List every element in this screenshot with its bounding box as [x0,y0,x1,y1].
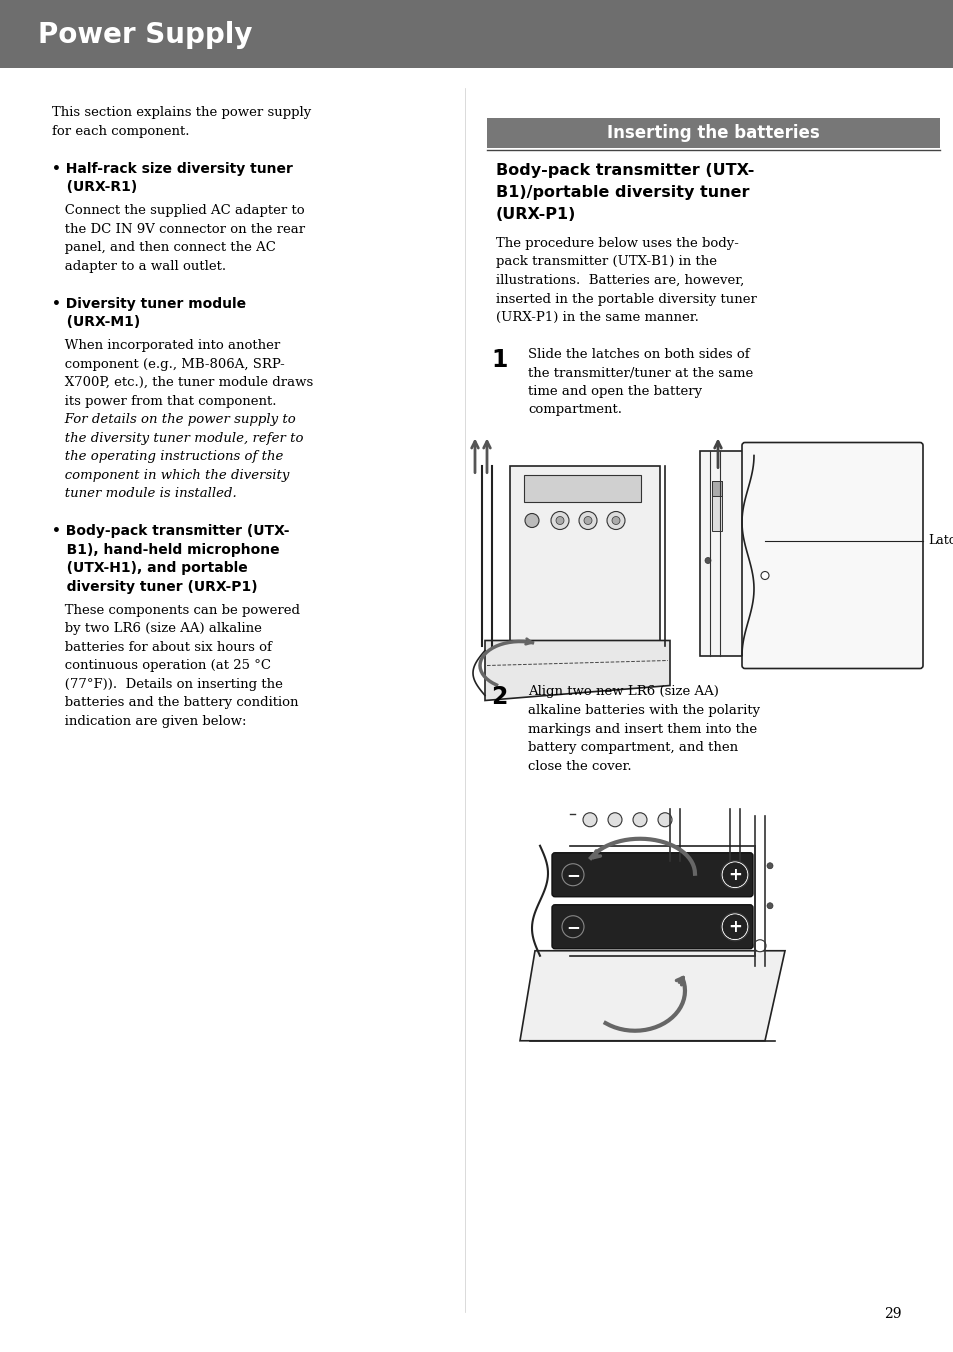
Text: (UTX-H1), and portable: (UTX-H1), and portable [52,561,248,575]
Text: illustrations.  Batteries are, however,: illustrations. Batteries are, however, [496,274,743,287]
Text: Inserting the batteries: Inserting the batteries [606,124,819,142]
Text: Align two new LR6 (size AA): Align two new LR6 (size AA) [527,685,719,699]
Text: close the cover.: close the cover. [527,760,631,772]
Bar [711,480,721,530]
Text: Slide the latches on both sides of: Slide the latches on both sides of [527,347,749,361]
Polygon shape [484,641,669,700]
Circle shape [633,813,646,827]
Circle shape [753,940,765,952]
Text: 1: 1 [491,347,507,372]
Text: X700P, etc.), the tuner module draws: X700P, etc.), the tuner module draws [52,376,313,389]
Bar [0,0,953,68]
Text: • Diversity tuner module: • Diversity tuner module [52,296,246,311]
Text: diversity tuner (URX-P1): diversity tuner (URX-P1) [52,580,257,594]
Text: For details on the power supply to: For details on the power supply to [52,414,295,426]
Bar [486,118,939,147]
Circle shape [607,813,621,827]
Circle shape [658,813,671,827]
Polygon shape [519,950,784,1041]
Text: Connect the supplied AC adapter to: Connect the supplied AC adapter to [52,204,304,218]
Text: (URX-R1): (URX-R1) [52,180,137,193]
Text: time and open the battery: time and open the battery [527,385,701,397]
Circle shape [556,516,563,525]
Text: component in which the diversity: component in which the diversity [52,469,289,481]
Text: (URX-P1): (URX-P1) [496,207,576,222]
Text: (URX-P1) in the same manner.: (URX-P1) in the same manner. [496,311,699,324]
Text: compartment.: compartment. [527,403,621,416]
Text: −: − [565,865,579,884]
Text: (77°F)).  Details on inserting the: (77°F)). Details on inserting the [52,677,283,691]
Circle shape [583,516,592,525]
Text: The procedure below uses the body-: The procedure below uses the body- [496,237,739,250]
Circle shape [561,864,583,886]
Text: continuous operation (at 25 °C: continuous operation (at 25 °C [52,660,271,672]
Text: component (e.g., MB-806A, SRP-: component (e.g., MB-806A, SRP- [52,357,284,370]
FancyBboxPatch shape [552,904,752,949]
Bar [700,450,744,656]
Text: panel, and then connect the AC: panel, and then connect the AC [52,241,275,254]
Text: the diversity tuner module, refer to: the diversity tuner module, refer to [52,431,303,445]
Text: markings and insert them into the: markings and insert them into the [527,722,757,735]
Text: by two LR6 (size AA) alkaline: by two LR6 (size AA) alkaline [52,622,262,635]
Text: These components can be powered: These components can be powered [52,603,299,617]
Text: for each component.: for each component. [52,124,190,138]
FancyBboxPatch shape [523,475,640,502]
Circle shape [612,516,619,525]
Circle shape [722,863,746,887]
Text: B1)/portable diversity tuner: B1)/portable diversity tuner [496,185,749,200]
Text: 2: 2 [491,685,507,710]
Text: Power Supply: Power Supply [38,22,253,50]
Circle shape [524,514,538,527]
Text: the transmitter/tuner at the same: the transmitter/tuner at the same [527,366,753,380]
Text: (URX-M1): (URX-M1) [52,315,140,329]
Text: • Body-pack transmitter (UTX-: • Body-pack transmitter (UTX- [52,525,289,538]
Text: +: + [727,865,741,884]
Text: Body-pack transmitter (UTX-: Body-pack transmitter (UTX- [496,164,754,178]
Text: the DC IN 9V connector on the rear: the DC IN 9V connector on the rear [52,223,305,235]
Text: its power from that component.: its power from that component. [52,395,276,407]
Text: When incorporated into another: When incorporated into another [52,339,280,352]
Text: battery compartment, and then: battery compartment, and then [527,741,738,754]
Bar [510,465,659,645]
Text: batteries and the battery condition: batteries and the battery condition [52,696,298,710]
Circle shape [551,511,568,530]
Text: adapter to a wall outlet.: adapter to a wall outlet. [52,260,226,273]
Text: tuner module is installed.: tuner module is installed. [52,487,236,500]
Circle shape [760,572,768,580]
Circle shape [704,557,710,564]
Text: pack transmitter (UTX-B1) in the: pack transmitter (UTX-B1) in the [496,256,717,269]
Text: the operating instructions of the: the operating instructions of the [52,450,283,464]
Text: −: − [565,918,579,936]
Circle shape [720,861,748,888]
Circle shape [766,863,772,869]
Text: 29: 29 [883,1307,901,1321]
Text: Latch: Latch [927,534,953,548]
Circle shape [722,915,746,938]
Text: +: + [727,918,741,936]
Text: alkaline batteries with the polarity: alkaline batteries with the polarity [527,704,760,717]
Text: indication are given below:: indication are given below: [52,715,246,727]
FancyBboxPatch shape [741,442,923,668]
Circle shape [720,913,748,941]
Circle shape [578,511,597,530]
Text: batteries for about six hours of: batteries for about six hours of [52,641,272,653]
Circle shape [582,813,597,827]
Text: inserted in the portable diversity tuner: inserted in the portable diversity tuner [496,292,756,306]
Circle shape [561,915,583,938]
Circle shape [606,511,624,530]
Text: • Half-rack size diversity tuner: • Half-rack size diversity tuner [52,161,293,176]
Text: B1), hand-held microphone: B1), hand-held microphone [52,542,279,557]
Text: This section explains the power supply: This section explains the power supply [52,105,311,119]
Bar [711,480,721,495]
Circle shape [766,903,772,909]
FancyBboxPatch shape [552,853,752,896]
